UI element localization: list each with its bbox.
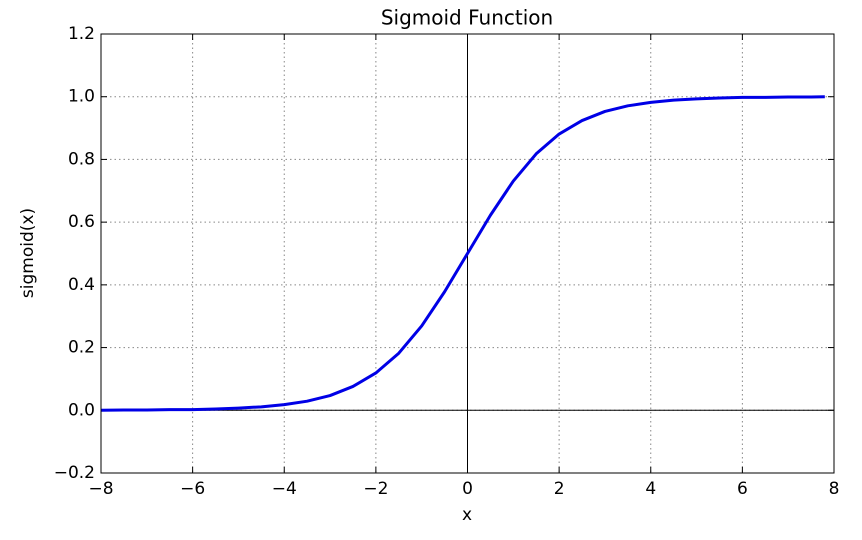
x-axis-label: x	[462, 505, 472, 525]
y-tick-label: 0.2	[68, 338, 95, 358]
y-tick-label: −0.2	[54, 463, 95, 483]
x-tick-label: −2	[363, 479, 388, 499]
x-tick-label: 6	[737, 479, 748, 499]
plot-frame	[100, 33, 835, 474]
y-tick-label: 0.0	[68, 400, 95, 420]
y-tick-label: 0.4	[68, 275, 95, 295]
x-tick-label: −8	[88, 479, 113, 499]
y-tick-label: 0.6	[68, 212, 95, 232]
line-series	[100, 95, 825, 412]
x-tick-label: 2	[554, 479, 565, 499]
y-tick-label: 1.0	[68, 87, 95, 107]
chart-title: Sigmoid Function	[381, 6, 553, 30]
x-tick-label: 4	[645, 479, 656, 499]
y-axis-label: sigmoid(x)	[18, 208, 38, 298]
x-tick-label: −4	[272, 479, 297, 499]
x-tick-label: −6	[180, 479, 205, 499]
y-tick-label: 1.2	[68, 24, 95, 44]
x-tick-label: 0	[462, 479, 473, 499]
x-tick-label: 8	[829, 479, 840, 499]
y-tick-label: 0.8	[68, 149, 95, 169]
